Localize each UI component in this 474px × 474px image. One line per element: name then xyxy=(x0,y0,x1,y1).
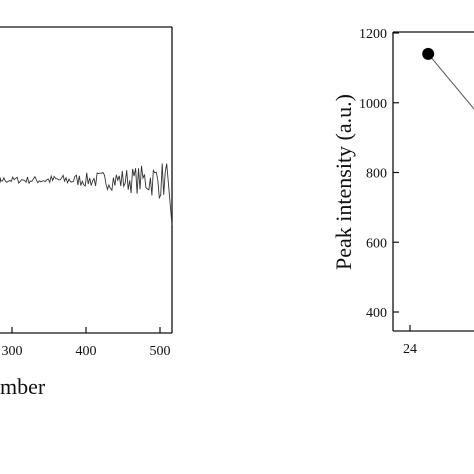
right-y-tick-label: 1000 xyxy=(359,97,387,112)
left-series-line xyxy=(0,163,173,226)
left-x-ticks: 300 400 500 xyxy=(2,327,171,359)
right-data-point xyxy=(422,47,435,60)
left-x-tick-label: 400 xyxy=(76,344,97,359)
right-y-tick-label: 800 xyxy=(366,167,387,182)
left-chart: 300 400 500 mber xyxy=(0,26,173,399)
right-y-tick-label: 400 xyxy=(366,306,387,321)
right-chart: 400 600 800 1000 1200 24 Peak intensity (a.u… xyxy=(331,27,474,357)
right-x-tick-label: 24 xyxy=(403,342,417,357)
right-plot-frame xyxy=(392,31,474,332)
right-x-ticks: 24 xyxy=(403,325,417,357)
right-y-tick-label: 600 xyxy=(366,236,387,251)
right-series xyxy=(422,47,474,110)
right-y-tick-label: 1200 xyxy=(359,27,387,42)
left-x-axis-title: mber xyxy=(0,374,46,399)
right-series-line xyxy=(427,53,474,110)
left-x-tick-label: 500 xyxy=(150,344,171,359)
right-y-ticks: 400 600 800 1000 1200 xyxy=(359,27,399,321)
left-x-tick-label: 300 xyxy=(2,344,23,359)
right-y-axis-title: Peak intensity (a.u.) xyxy=(331,94,356,270)
